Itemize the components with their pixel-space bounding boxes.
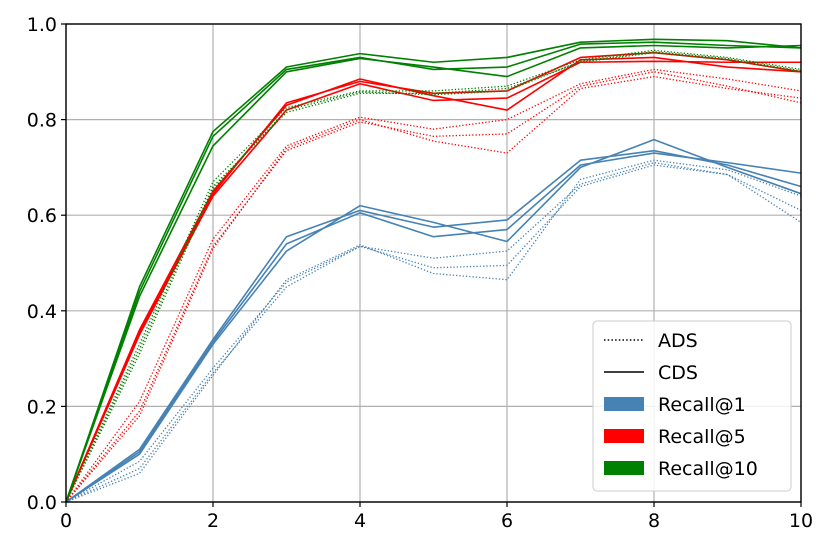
series-line-recall-at-10-cds — [65, 44, 802, 503]
legend-box — [592, 320, 792, 492]
plot-lines — [65, 38, 802, 503]
x-tick-label: 6 — [501, 510, 513, 532]
plot-frame — [65, 23, 802, 503]
y-tick-label: 0.2 — [27, 396, 57, 418]
legend-label: Recall@1 — [658, 394, 746, 416]
x-tick-label: 4 — [354, 510, 366, 532]
x-tick-label: 2 — [207, 510, 219, 532]
legend: ADS CDS Recall@1 Recall@5 Recall@10 — [592, 320, 792, 492]
y-tick-label: 1.0 — [27, 14, 57, 36]
y-tick-label: 0.8 — [27, 110, 57, 132]
series-line-recall-at-5-ads — [65, 71, 802, 503]
series-line-recall-at-1-ads — [65, 159, 802, 503]
legend-recall-at-1-swatch — [604, 397, 644, 411]
y-tick-label: 0.6 — [27, 205, 57, 227]
legend-recall-at-5-swatch — [604, 429, 644, 443]
legend-label: Recall@5 — [658, 426, 746, 448]
legend-label: Recall@10 — [658, 458, 758, 480]
x-tick-label: 10 — [789, 510, 813, 532]
legend-recall-at-10-swatch — [604, 461, 644, 475]
series-line-recall-at-10-cds — [65, 41, 802, 503]
x-tick-label: 0 — [60, 510, 72, 532]
series-line-recall-at-5-ads — [65, 68, 802, 503]
axis-ticks: 0 2 4 6 8 10 0.0 0.2 0.4 0.6 0.8 1.0 — [27, 14, 813, 532]
series-line-recall-at-10-ads — [65, 52, 802, 503]
grid — [65, 23, 802, 503]
legend-label: ADS — [658, 330, 698, 352]
series-line-recall-at-5-ads — [65, 75, 802, 503]
series-line-recall-at-1-cds — [65, 138, 802, 503]
y-tick-label: 0.0 — [27, 492, 57, 514]
legend-label: CDS — [658, 362, 698, 384]
y-tick-label: 0.4 — [27, 301, 57, 323]
series-line-recall-at-1-cds — [65, 152, 802, 503]
x-tick-label: 8 — [648, 510, 660, 532]
series-line-recall-at-5-cds — [65, 56, 802, 503]
series-line-recall-at-10-cds — [65, 38, 802, 503]
series-line-recall-at-1-ads — [65, 161, 802, 503]
